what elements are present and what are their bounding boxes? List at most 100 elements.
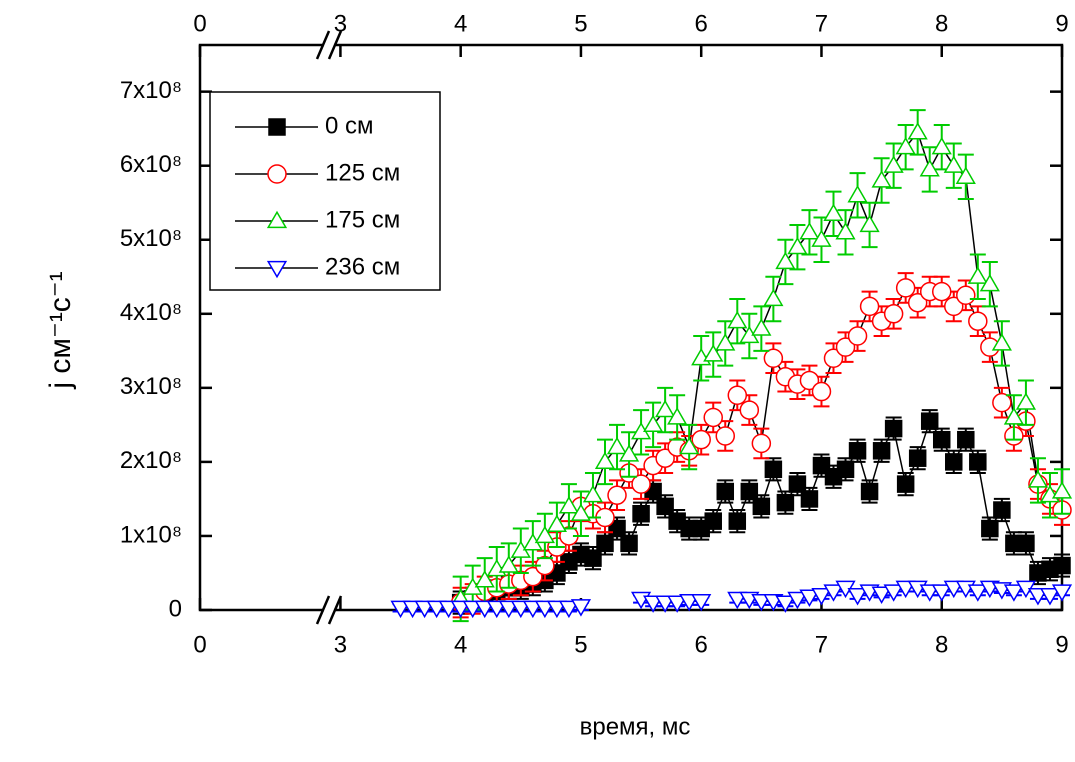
data-layer xyxy=(390,109,1073,623)
marker xyxy=(871,170,892,188)
marker xyxy=(895,278,916,298)
series-line xyxy=(400,605,582,609)
marker xyxy=(884,419,903,438)
marker xyxy=(703,407,723,428)
marker xyxy=(498,555,519,573)
marker xyxy=(775,595,796,613)
legend-marker xyxy=(266,210,288,229)
marker xyxy=(835,222,856,240)
marker xyxy=(546,514,567,532)
marker xyxy=(751,318,772,336)
legend-marker xyxy=(268,118,286,136)
marker xyxy=(534,600,555,619)
marker xyxy=(584,549,602,567)
marker xyxy=(715,333,736,351)
marker xyxy=(811,229,832,247)
marker xyxy=(919,584,940,602)
marker xyxy=(945,453,963,471)
marker xyxy=(883,304,904,324)
marker xyxy=(883,155,904,173)
legend-label: 175 см xyxy=(325,206,400,233)
legend-marker xyxy=(266,260,288,279)
marker xyxy=(811,588,832,606)
marker xyxy=(704,512,722,530)
marker xyxy=(931,136,952,155)
x-tick-label: 3 xyxy=(334,10,347,37)
legend-marker xyxy=(267,164,287,184)
axis-break-mark xyxy=(327,30,343,60)
marker xyxy=(679,593,700,612)
marker xyxy=(981,519,999,538)
marker xyxy=(895,580,916,599)
marker xyxy=(727,310,748,329)
marker xyxy=(752,497,771,516)
marker xyxy=(716,482,735,501)
marker xyxy=(1039,588,1061,606)
marker xyxy=(414,600,435,619)
marker xyxy=(739,400,760,420)
marker xyxy=(751,593,772,612)
axis-break-mark xyxy=(327,595,343,625)
marker xyxy=(957,430,975,449)
marker xyxy=(438,600,459,619)
marker xyxy=(727,385,748,406)
marker xyxy=(715,426,736,446)
x-tick-label: 4 xyxy=(454,631,467,658)
x-tick-label: 8 xyxy=(935,10,948,37)
marker xyxy=(1027,470,1049,488)
marker xyxy=(606,436,628,455)
x-tick-label: 0 xyxy=(193,10,206,37)
y-tick-label: 3x10⁸ xyxy=(120,373,182,400)
marker xyxy=(618,444,640,462)
marker xyxy=(955,166,976,184)
x-tick-label: 8 xyxy=(935,631,948,658)
x-tick-label: 9 xyxy=(1055,631,1068,658)
x-tick-label: 0 xyxy=(193,631,206,658)
marker xyxy=(944,296,964,317)
marker xyxy=(486,600,507,619)
y-tick-label: 5x10⁸ xyxy=(120,225,182,252)
legend-label: 125 см xyxy=(325,159,400,186)
marker xyxy=(823,203,844,221)
marker xyxy=(811,381,832,402)
marker xyxy=(1003,407,1024,425)
marker xyxy=(426,600,447,619)
marker xyxy=(620,534,638,553)
marker xyxy=(727,591,748,610)
marker xyxy=(823,584,844,602)
marker xyxy=(764,460,783,479)
marker xyxy=(1027,588,1049,606)
marker xyxy=(859,214,880,233)
marker xyxy=(968,311,988,331)
marker xyxy=(596,534,614,553)
marker xyxy=(932,430,951,449)
marker xyxy=(943,155,964,173)
marker xyxy=(510,600,531,619)
marker xyxy=(776,493,795,512)
plot-frame xyxy=(198,43,1064,612)
y-tick-label: 6x10⁸ xyxy=(120,151,182,178)
marker xyxy=(872,442,891,460)
marker xyxy=(1017,534,1035,553)
marker xyxy=(943,580,964,599)
x-tick-label: 5 xyxy=(574,10,587,37)
marker xyxy=(836,460,855,479)
marker xyxy=(655,399,676,418)
marker xyxy=(979,273,1000,292)
marker xyxy=(859,296,880,317)
x-tick-label: 3 xyxy=(334,631,347,658)
axis-break-mark xyxy=(315,30,331,60)
marker xyxy=(582,484,604,503)
marker xyxy=(847,588,868,606)
x-tick-label: 4 xyxy=(454,10,467,37)
marker xyxy=(823,348,844,368)
marker xyxy=(390,600,411,619)
marker xyxy=(667,407,688,425)
marker xyxy=(896,475,915,493)
marker xyxy=(546,600,567,619)
marker xyxy=(992,392,1012,413)
marker xyxy=(728,512,747,530)
marker xyxy=(632,504,650,523)
marker xyxy=(570,503,592,521)
